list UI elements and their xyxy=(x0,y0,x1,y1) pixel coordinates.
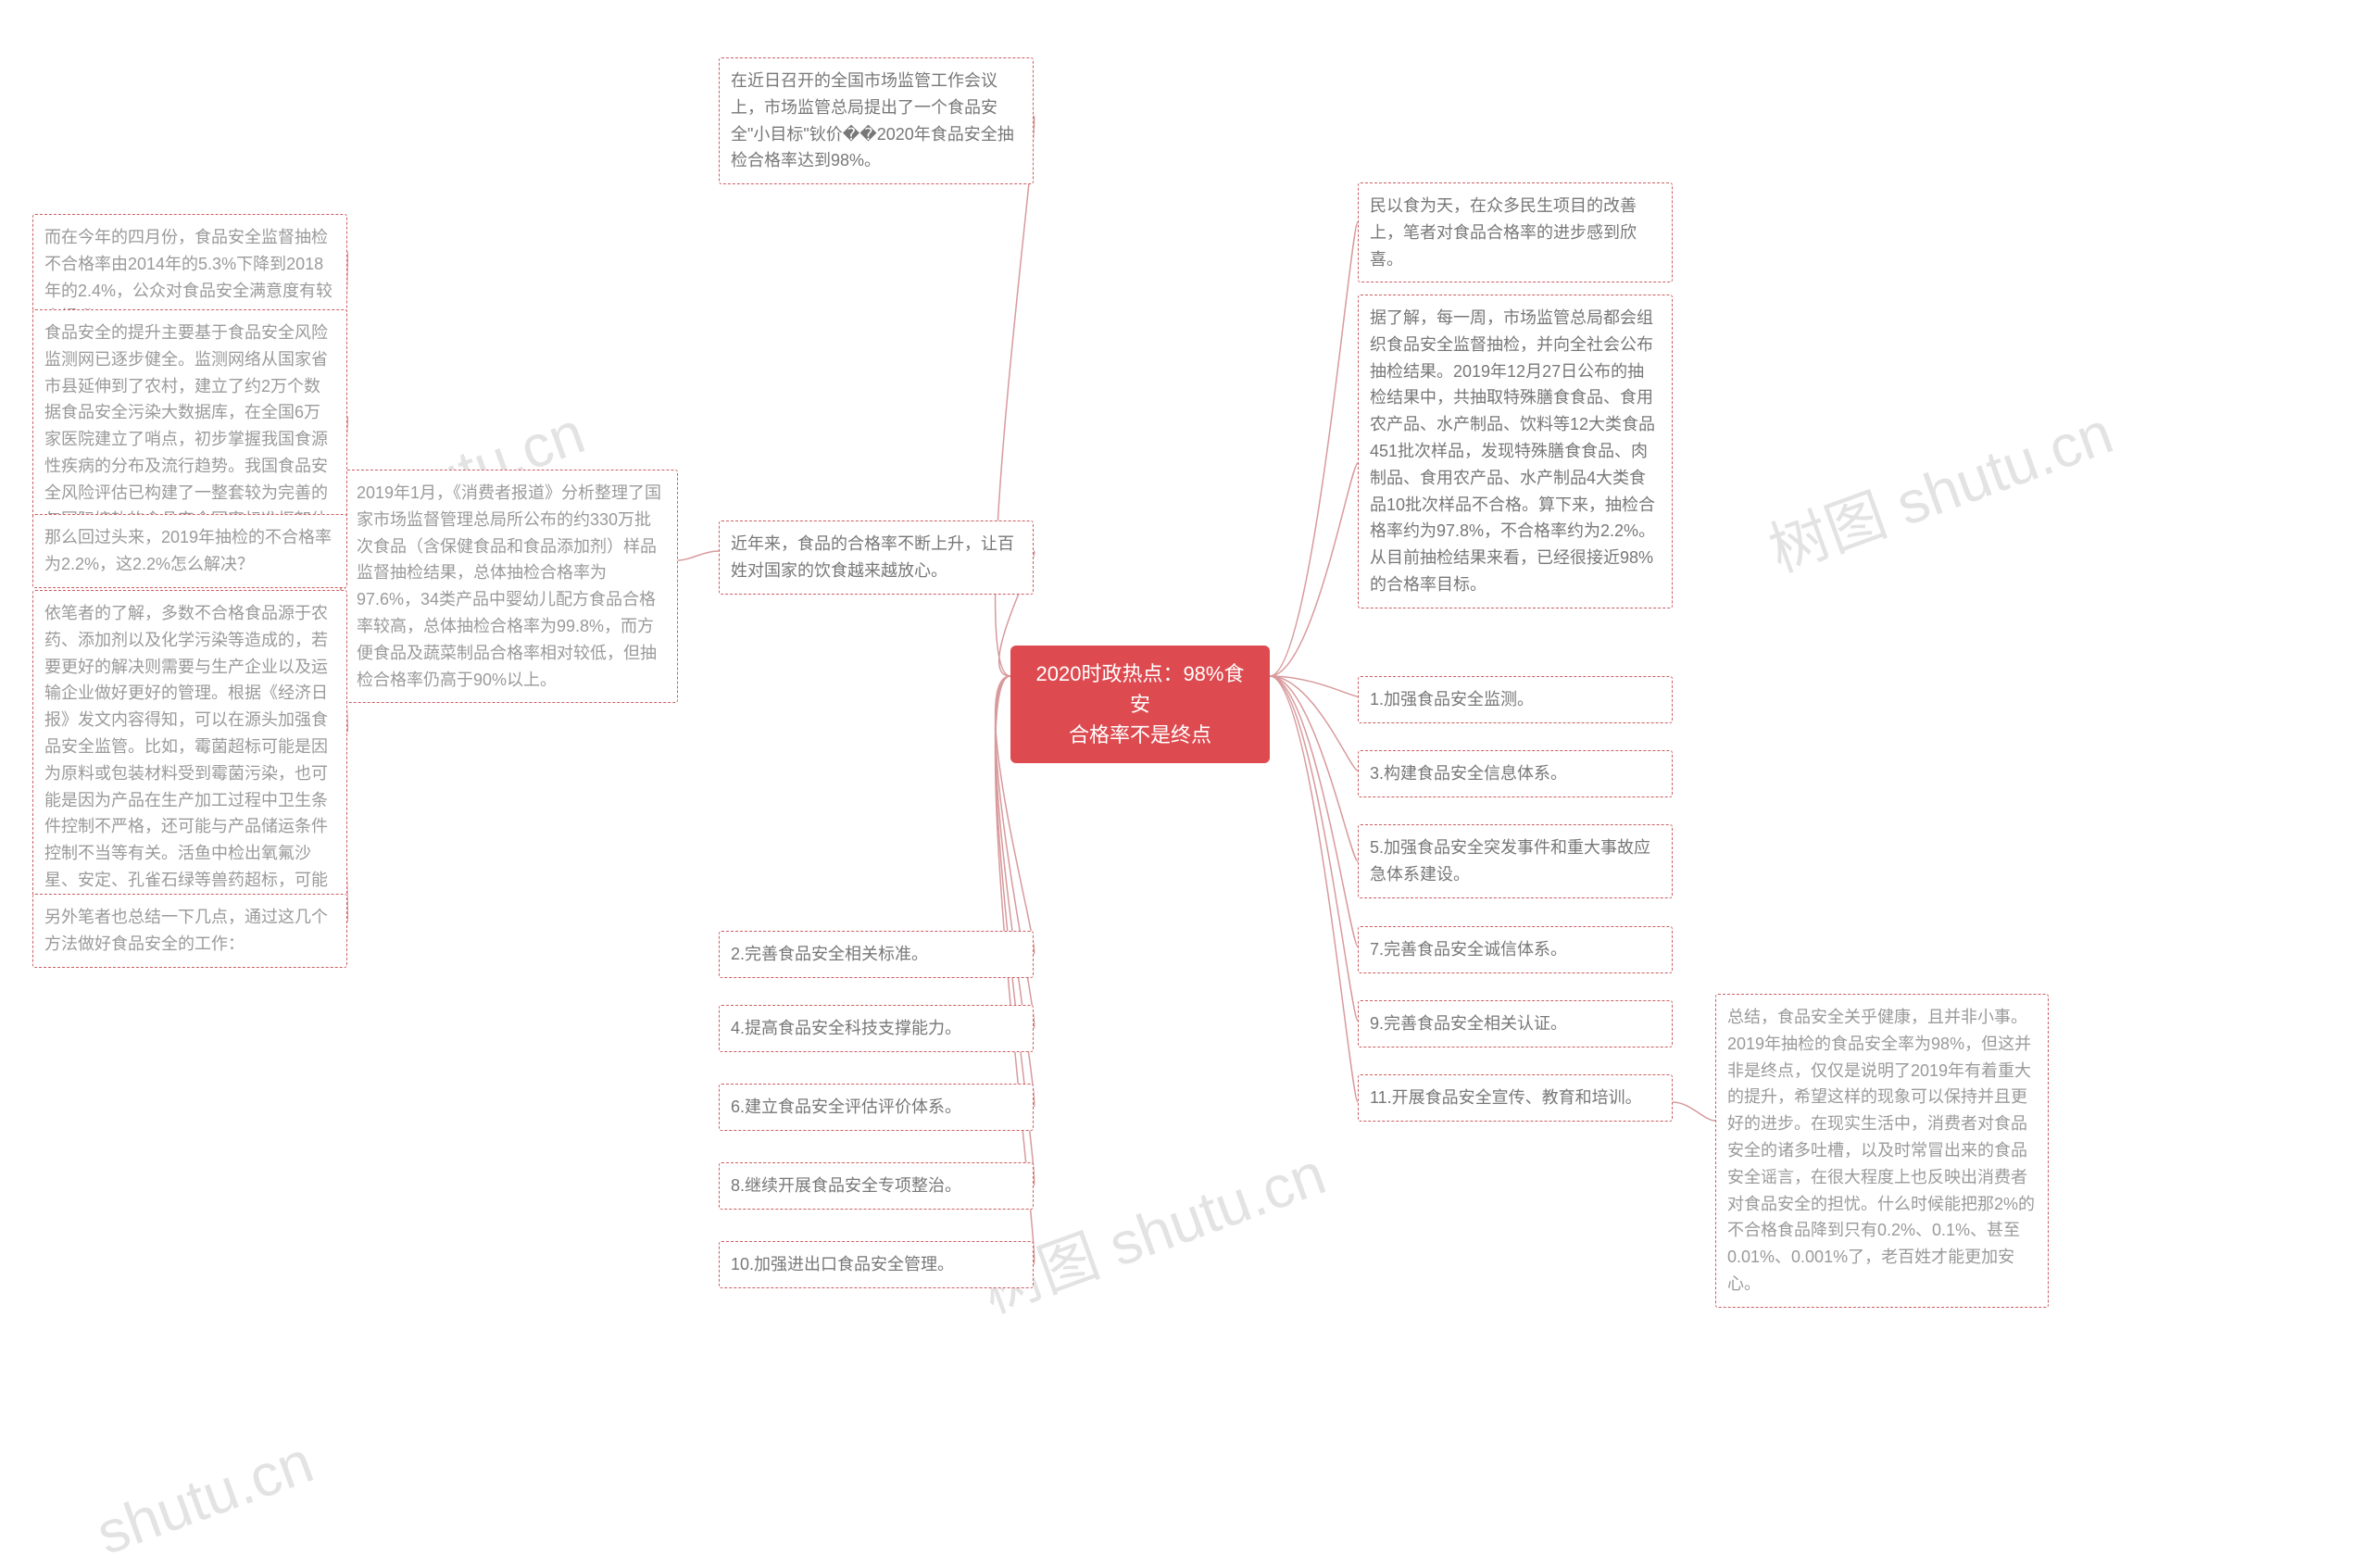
node-intro-2: 近年来，食品的合格率不断上升，让百姓对国家的饮食越来越放心。 xyxy=(719,521,1034,595)
root-node: 2020时政热点：98%食安合格率不是终点 xyxy=(1010,646,1270,763)
node-left-item10: 10.加强进出口食品安全管理。 xyxy=(719,1241,1034,1288)
node-farleft-c: 那么回过头来，2019年抽检的不合格率为2.2%，这2.2%怎么解决？ xyxy=(32,514,347,588)
watermark: shutu.cn xyxy=(88,1427,322,1568)
node-right-item5: 5.加强食品安全突发事件和重大事故应急体系建设。 xyxy=(1358,824,1673,898)
node-left-item6: 6.建立食品安全评估评价体系。 xyxy=(719,1084,1034,1131)
node-farleft-e: 另外笔者也总结一下几点，通过这几个方法做好食品安全的工作： xyxy=(32,894,347,968)
node-left-item2: 2.完善食品安全相关标准。 xyxy=(719,931,1034,978)
watermark: 树图 shutu.cn xyxy=(1756,385,2123,588)
node-left-item8: 8.继续开展食品安全专项整治。 xyxy=(719,1162,1034,1210)
node-right-2: 据了解，每一周，市场监管总局都会组织食品安全监督抽检，并向全社会公布抽检结果。2… xyxy=(1358,295,1673,608)
node-jan2019: 2019年1月，《消费者报道》分析整理了国家市场监督管理总局所公布的约330万批… xyxy=(345,470,678,703)
node-right-item9: 9.完善食品安全相关认证。 xyxy=(1358,1000,1673,1047)
node-left-item4: 4.提高食品安全科技支撑能力。 xyxy=(719,1005,1034,1052)
node-summary: 总结，食品安全关乎健康，且并非小事。2019年抽检的食品安全率为98%，但这并非… xyxy=(1715,994,2049,1308)
node-right-item1: 1.加强食品安全监测。 xyxy=(1358,676,1673,723)
node-right-item11: 11.开展食品安全宣传、教育和培训。 xyxy=(1358,1074,1673,1122)
watermark: 树图 shutu.cn xyxy=(969,1126,1336,1329)
node-right-item3: 3.构建食品安全信息体系。 xyxy=(1358,750,1673,797)
node-intro-1: 在近日召开的全国市场监管工作会议上，市场监管总局提出了一个食品安全"小目标"钬价… xyxy=(719,57,1034,184)
node-right-item7: 7.完善食品安全诚信体系。 xyxy=(1358,926,1673,973)
node-right-1: 民以食为天，在众多民生项目的改善上，笔者对食品合格率的进步感到欣喜。 xyxy=(1358,182,1673,282)
